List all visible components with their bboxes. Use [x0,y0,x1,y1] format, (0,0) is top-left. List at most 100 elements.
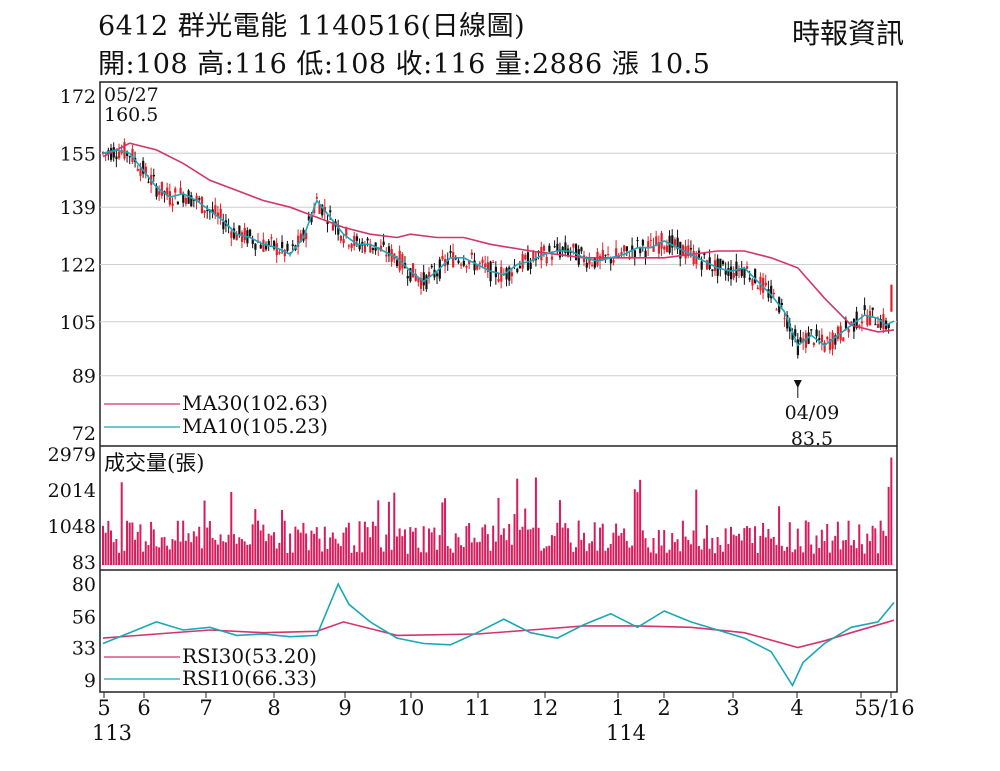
candle-body [168,191,172,205]
volume-bar [609,543,612,565]
candle-body [476,264,479,270]
candle-body [700,261,703,270]
candle-body [417,277,420,283]
candle-body [484,263,487,268]
candle-body [762,277,765,293]
volume-bar [102,525,104,565]
candle-body [420,278,423,289]
volume-bar [703,538,706,565]
month-label: 5 [97,696,110,720]
candle-body [115,156,118,160]
candle-body [248,229,252,237]
candle-body [719,258,722,270]
volume-bar [452,552,455,565]
candle-body [521,254,524,269]
candle-body [679,241,682,259]
volume-bar [860,544,863,565]
volume-bar [142,551,145,565]
candle-body [850,321,853,324]
candle-body [786,315,789,329]
candle-body [401,254,404,269]
candle-body [144,166,147,175]
volume-bar [139,524,142,565]
volume-bar [486,534,489,565]
volume-tick-label: 2014 [48,480,96,502]
volume-bar [192,531,195,565]
candle-body [740,268,743,276]
month-label: 1 [611,696,624,720]
volume-bar [414,527,417,565]
volume-bar [184,540,187,565]
candle-body [820,334,824,343]
volume-bar [786,546,789,565]
volume-bar [727,543,730,565]
peak-value-annotation: 160.5 [104,104,158,126]
volume-bar [580,539,583,565]
volume-bar [818,548,821,565]
rsi-tick-label: 80 [72,574,96,596]
volume-bar [144,541,147,565]
candle-body [799,337,802,343]
candle-body [411,263,415,278]
month-label: 4 [790,696,803,720]
volume-bar [713,553,716,565]
volume-bar [358,521,361,565]
candle-body [219,208,222,218]
volume-bar [371,521,374,565]
candle-body [663,246,666,250]
candle-body [860,321,864,324]
volume-tick-label: 2979 [48,444,96,466]
candle-body [767,289,770,298]
candle-body [588,258,591,265]
volume-bar [232,534,235,565]
volume-bar [738,533,741,565]
volume-bar [326,548,329,565]
candle-body [414,273,417,281]
volume-bar [104,532,107,565]
candle-body [831,332,834,349]
volume-bar [794,549,797,565]
candle-body [754,269,757,283]
price-tick-label: 72 [72,423,96,445]
candle-body [876,324,880,328]
volume-bar [617,535,620,565]
volume-bar [695,489,698,565]
volume-bar [831,540,834,565]
candle-body [468,260,471,264]
candle-body [318,204,321,214]
volume-bar [593,522,596,565]
volume-bar [502,528,505,565]
volume-bar [321,551,324,565]
volume-bar [395,536,398,565]
volume-bar [855,548,858,565]
candle-body [273,240,276,249]
volume-bar [762,522,765,565]
volume-bar [136,531,139,565]
candle-body [428,272,431,278]
candle-body [307,216,310,221]
candle-body [508,267,511,281]
volume-bar [182,520,185,565]
volume-bar [478,541,481,565]
candle-body [259,244,262,249]
volume-bar [679,551,682,565]
volume-bar [631,545,634,565]
volume-bar [406,553,409,565]
candle-body [585,262,588,268]
volume-bar [147,545,150,565]
volume-bar [657,530,660,565]
candle-body [836,326,840,339]
volume-bar [123,550,126,565]
candle-body [275,243,278,256]
volume-bar [644,538,647,565]
candle-body [641,239,645,246]
volume-bar [775,544,778,565]
volume-bar [874,528,877,565]
volume-bar [545,546,548,565]
candle-body [823,342,826,352]
volume-bar [270,535,273,565]
volume-bar [387,501,390,565]
volume-bar [160,537,163,565]
volume-bar [115,538,118,565]
